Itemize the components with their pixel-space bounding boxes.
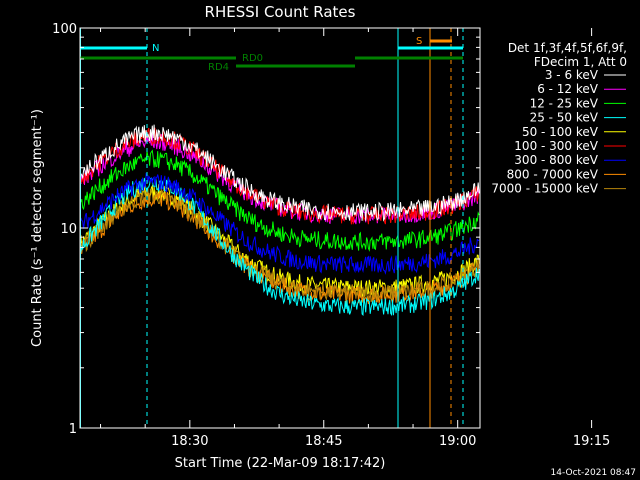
series-line-8 — [79, 188, 480, 303]
plot-area — [79, 124, 480, 317]
x-tick-label: 18:45 — [305, 434, 342, 449]
x-axis-label: Start Time (22-Mar-09 18:17:42) — [175, 456, 386, 471]
date-stamp: 14-Oct-2021 08:47 — [551, 468, 636, 478]
legend-entry-label: 300 - 800 keV — [514, 153, 598, 167]
series-line-6 — [79, 172, 480, 275]
legend-entry-label: 3 - 6 keV — [545, 68, 599, 82]
x-tick-label: 19:00 — [439, 434, 476, 449]
annotation-bars: N RD0 RD4 S — [80, 28, 464, 428]
legend-entry-label: 12 - 25 keV — [530, 96, 599, 110]
legend-entry-label: 25 - 50 keV — [530, 111, 599, 125]
plot-frame — [79, 27, 481, 429]
y-axis-ticks: 1 10 100 — [52, 22, 480, 437]
annotation-label-rd4: RD4 — [208, 62, 229, 73]
legend-entry-label: 100 - 300 keV — [514, 139, 598, 153]
y-tick-label: 10 — [60, 222, 77, 237]
y-axis-label: Count Rate (s⁻¹ detector segment⁻¹) — [30, 109, 45, 347]
y-tick-label: 1 — [69, 422, 77, 437]
x-tick-label: 19:15 — [573, 434, 610, 449]
legend-header-line-1: Det 1f,3f,4f,5f,6f,9f, — [508, 41, 627, 55]
annotation-label-rd0: RD0 — [242, 53, 263, 64]
chart-title: RHESSI Count Rates — [205, 3, 356, 21]
annotation-label-n: N — [152, 43, 159, 54]
y-tick-label: 100 — [52, 22, 77, 37]
legend-header-line-2: FDecim 1, Att 0 — [534, 55, 627, 69]
legend-entry-label: 7000 - 15000 keV — [491, 182, 598, 196]
legend: Det 1f,3f,4f,5f,6f,9f, FDecim 1, Att 0 3… — [491, 41, 627, 196]
legend-entry-label: 800 - 7000 keV — [507, 167, 599, 181]
legend-entry-label: 6 - 12 keV — [537, 82, 599, 96]
annotation-label-s: S — [416, 36, 422, 47]
legend-entry-label: 50 - 100 keV — [522, 125, 599, 139]
x-tick-label: 18:30 — [171, 434, 208, 449]
